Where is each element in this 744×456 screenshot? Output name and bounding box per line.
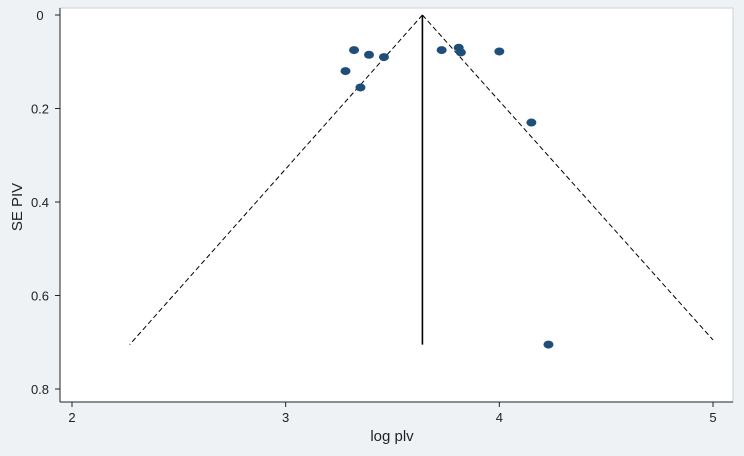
data-point [355, 83, 366, 92]
y-tick-label: 0.8 [31, 382, 49, 397]
data-point [526, 118, 537, 127]
x-tick-label: 5 [709, 410, 716, 425]
data-point [340, 67, 351, 76]
x-axis-title: log plv [370, 428, 414, 445]
x-tick-label: 3 [282, 410, 289, 425]
y-tick-label: 0.2 [31, 102, 49, 117]
x-tick-label: 4 [496, 410, 503, 425]
data-point [349, 46, 360, 55]
data-points [340, 43, 554, 349]
x-tick-label: 2 [68, 410, 75, 425]
data-point [543, 340, 554, 349]
plot-area [59, 7, 734, 403]
x-axis: 2 3 4 5 [60, 401, 733, 425]
data-point [494, 47, 505, 56]
funnel-right-limit [422, 14, 714, 341]
data-point [378, 53, 389, 62]
data-point [455, 48, 466, 57]
y-axis: 0 0.2 0.4 0.6 0.8 [31, 8, 61, 402]
data-point [363, 50, 374, 59]
y-axis-title: SE PIV [9, 183, 26, 231]
y-tick-label: 0.6 [31, 289, 49, 304]
y-tick-label: 0 [36, 8, 43, 23]
funnel-left-limit [129, 14, 423, 345]
funnel-lines [129, 14, 714, 345]
data-point [436, 46, 447, 55]
y-tick-label: 0.4 [31, 195, 49, 210]
